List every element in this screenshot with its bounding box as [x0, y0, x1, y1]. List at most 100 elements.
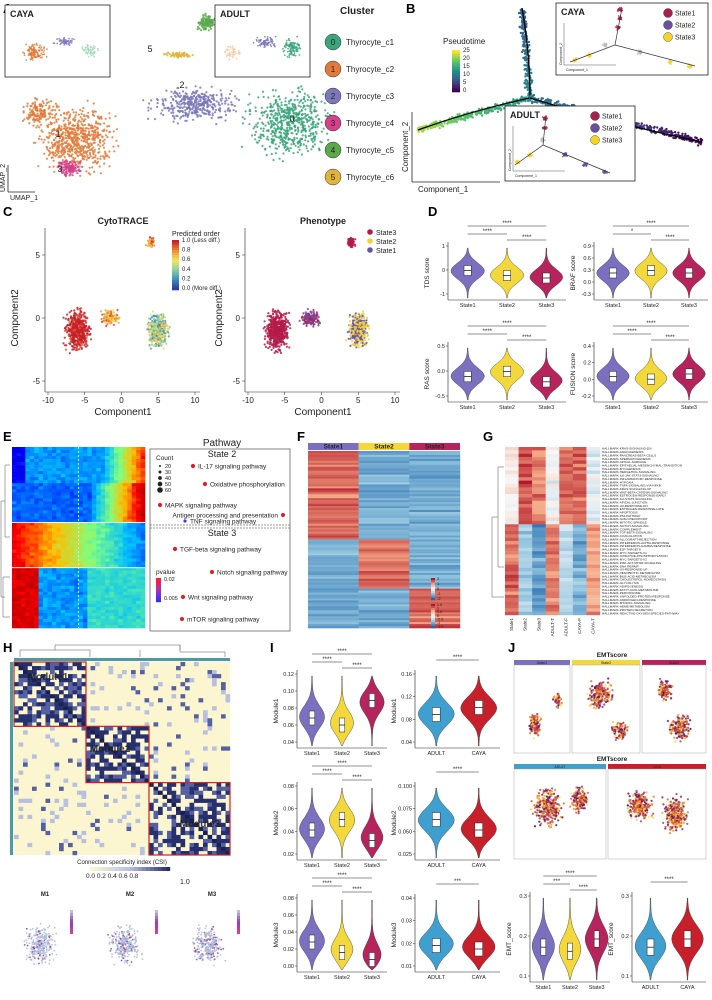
cell-point: [271, 42, 274, 44]
cell-point: [38, 49, 40, 52]
cell-point: [110, 317, 113, 320]
cell-point: [194, 96, 197, 99]
cell-point: [286, 124, 289, 127]
cell-point: [319, 140, 322, 143]
cell-point: [81, 153, 84, 156]
cell-point: [87, 56, 90, 58]
cell-point: [73, 129, 76, 132]
cell-point: [518, 25, 522, 28]
cell-point: [90, 338, 93, 341]
cell-point: [220, 93, 223, 96]
cell-point: [108, 117, 111, 120]
cell-point: [73, 161, 76, 164]
cell-point: [640, 122, 643, 125]
cell-point: [162, 99, 165, 102]
cell-point: [108, 131, 111, 134]
cell-point: [300, 113, 303, 116]
cell-point: [229, 55, 231, 58]
cell-point: [99, 141, 102, 144]
inset-title: CAYA: [561, 7, 585, 17]
cell-point: [312, 123, 315, 126]
cell-point: [56, 42, 59, 45]
cell-point: [79, 319, 82, 322]
cell-point: [258, 44, 261, 46]
cell-point: [291, 121, 294, 124]
cell-point: [55, 120, 58, 123]
cell-point: [99, 172, 102, 175]
cell-point: [205, 15, 208, 18]
cell-point: [264, 148, 267, 151]
cell-point: [92, 130, 95, 133]
cell-point: [273, 109, 276, 112]
cell-point: [206, 103, 209, 106]
colorbar-step: [452, 83, 460, 86]
cell-point: [215, 123, 218, 126]
cell-point: [88, 148, 91, 151]
cell-point: [263, 41, 266, 44]
cell-point: [85, 334, 88, 337]
cell-point: [28, 122, 31, 125]
cell-point: [94, 128, 97, 132]
cell-point: [92, 54, 94, 56]
cell-point: [267, 41, 269, 44]
cell-point: [193, 99, 197, 102]
cell-point: [181, 90, 185, 93]
cell-point: [76, 165, 79, 168]
cell-point: [305, 144, 308, 148]
cell-point: [77, 142, 80, 145]
cell-point: [63, 336, 66, 339]
cell-point: [112, 130, 115, 133]
cell-point: [99, 157, 102, 160]
cell-point: [60, 125, 63, 128]
cell-point: [176, 54, 179, 58]
cell-point: [62, 316, 65, 319]
cell-point: [25, 43, 27, 46]
cell-point: [31, 43, 34, 46]
cell-point: [304, 129, 307, 132]
cell-point: [68, 164, 71, 167]
cell-point: [91, 110, 94, 113]
cell-point: [270, 113, 273, 116]
cell-point: [267, 96, 270, 99]
cell-point: [302, 117, 305, 120]
cell-point: [39, 44, 41, 47]
cell-point: [297, 86, 300, 89]
cell-point: [616, 10, 619, 12]
cell-point: [108, 150, 111, 153]
cell-point: [70, 42, 73, 44]
cell-point: [314, 130, 317, 134]
cell-point: [115, 139, 118, 142]
cell-point: [156, 324, 159, 328]
cell-point: [80, 112, 83, 116]
cell-point: [637, 52, 640, 54]
cell-point: [458, 112, 461, 116]
cell-point: [256, 40, 258, 42]
cell-point: [212, 23, 215, 26]
cell-point: [274, 35, 277, 38]
cell-point: [291, 91, 294, 94]
cell-point: [310, 104, 313, 107]
cell-point: [426, 128, 430, 131]
cell-point: [51, 108, 54, 112]
cell-point: [80, 145, 83, 148]
cell-point: [49, 147, 52, 150]
cell-point: [300, 119, 303, 122]
cell-point: [65, 168, 68, 171]
cell-point: [84, 118, 87, 121]
cell-point: [57, 131, 60, 134]
cell-point: [116, 308, 119, 312]
cell-point: [248, 113, 252, 116]
cell-point: [209, 27, 213, 30]
cell-point: [490, 110, 493, 113]
cell-point: [94, 45, 96, 48]
cell-point: [96, 128, 99, 131]
cell-point: [187, 104, 190, 107]
cell-point: [60, 134, 63, 138]
cell-point: [74, 334, 78, 338]
axis-title: Component_2: [559, 43, 563, 65]
cell-point: [270, 138, 273, 141]
cell-point: [297, 90, 300, 93]
cell-point: [162, 102, 165, 105]
cell-point: [181, 106, 184, 109]
cell-point: [57, 141, 61, 144]
